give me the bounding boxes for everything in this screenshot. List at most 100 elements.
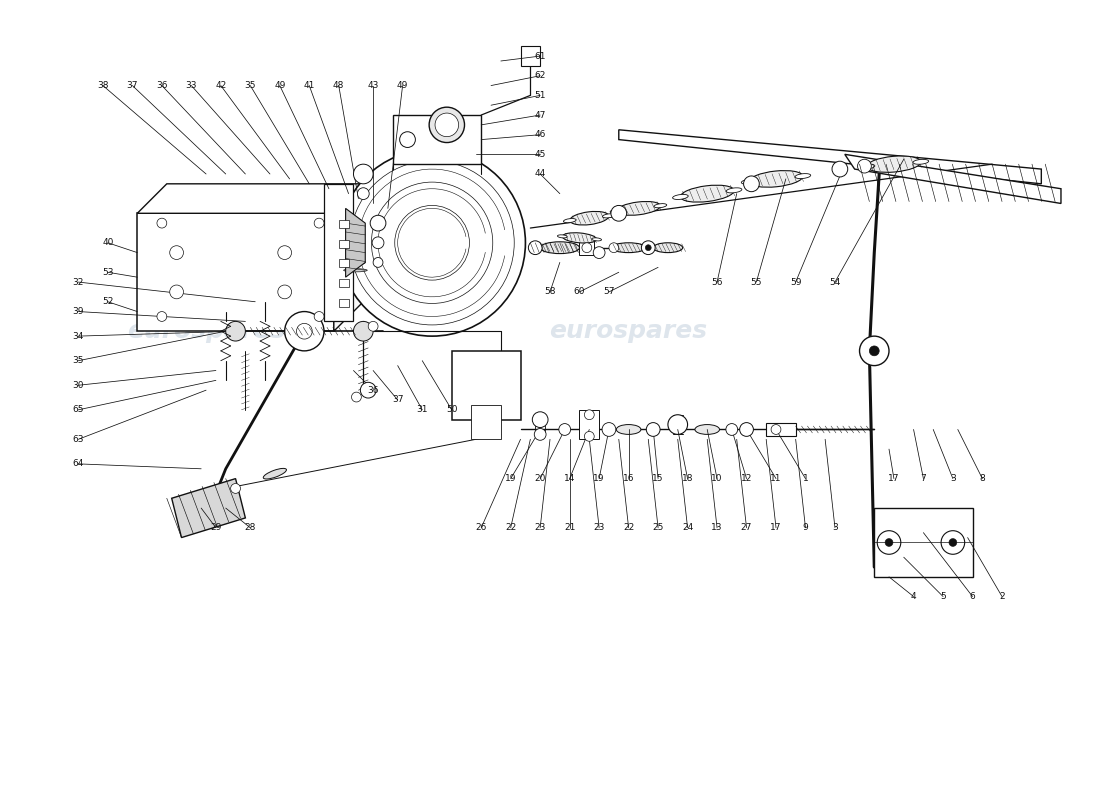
Text: 27: 27 <box>740 523 752 532</box>
Ellipse shape <box>345 260 365 265</box>
Bar <box>393 115 481 164</box>
Circle shape <box>278 246 292 259</box>
Text: eurospares: eurospares <box>126 319 285 343</box>
Polygon shape <box>333 184 363 331</box>
Text: 60: 60 <box>574 287 585 297</box>
Text: 23: 23 <box>593 523 605 532</box>
Circle shape <box>429 107 464 142</box>
Text: 8: 8 <box>979 474 986 483</box>
Text: 42: 42 <box>216 81 227 90</box>
Ellipse shape <box>349 242 362 252</box>
Circle shape <box>771 425 781 434</box>
Text: 57: 57 <box>603 287 615 297</box>
Bar <box>580 241 594 254</box>
Bar <box>452 351 520 420</box>
Text: 13: 13 <box>712 523 723 532</box>
Ellipse shape <box>540 242 580 254</box>
Ellipse shape <box>695 425 719 434</box>
Text: 37: 37 <box>392 395 404 405</box>
Text: 15: 15 <box>652 474 663 483</box>
Circle shape <box>339 150 526 336</box>
Circle shape <box>353 164 373 184</box>
Bar <box>339 220 349 228</box>
Circle shape <box>226 322 245 341</box>
Polygon shape <box>138 184 363 214</box>
Text: 28: 28 <box>244 523 256 532</box>
Ellipse shape <box>795 174 811 178</box>
Text: 30: 30 <box>73 381 84 390</box>
Circle shape <box>434 113 459 137</box>
Circle shape <box>157 311 167 322</box>
Circle shape <box>157 218 167 228</box>
Ellipse shape <box>726 188 741 193</box>
Ellipse shape <box>749 170 803 187</box>
Bar <box>138 214 333 331</box>
Circle shape <box>949 538 957 546</box>
Text: 47: 47 <box>535 110 546 119</box>
Ellipse shape <box>562 233 596 243</box>
Text: 14: 14 <box>564 474 575 483</box>
Circle shape <box>584 410 594 420</box>
Text: 22: 22 <box>505 523 516 532</box>
Ellipse shape <box>859 164 874 169</box>
Text: 4: 4 <box>911 592 916 601</box>
Circle shape <box>373 258 383 267</box>
Text: 29: 29 <box>210 523 221 532</box>
Text: 16: 16 <box>623 474 635 483</box>
Circle shape <box>371 215 386 231</box>
Ellipse shape <box>610 209 623 213</box>
Text: 36: 36 <box>367 386 378 394</box>
Bar <box>324 184 353 322</box>
Text: 44: 44 <box>535 170 546 178</box>
Circle shape <box>315 218 324 228</box>
Circle shape <box>739 422 754 436</box>
Polygon shape <box>619 130 1042 184</box>
Text: 65: 65 <box>73 406 84 414</box>
Ellipse shape <box>654 204 667 208</box>
Bar <box>472 405 500 439</box>
Circle shape <box>361 382 376 398</box>
Text: 59: 59 <box>790 278 802 286</box>
Text: 17: 17 <box>770 523 782 532</box>
Circle shape <box>593 246 605 258</box>
Bar <box>339 279 349 287</box>
Circle shape <box>609 242 619 253</box>
Text: 22: 22 <box>623 523 635 532</box>
Text: 7: 7 <box>921 474 926 483</box>
Text: 35: 35 <box>244 81 256 90</box>
Ellipse shape <box>672 194 689 199</box>
Circle shape <box>372 237 384 249</box>
Ellipse shape <box>263 468 286 479</box>
Circle shape <box>528 241 542 254</box>
Polygon shape <box>172 478 245 538</box>
Text: 32: 32 <box>73 278 84 286</box>
Text: 24: 24 <box>682 523 693 532</box>
Ellipse shape <box>741 179 757 184</box>
Circle shape <box>602 422 616 436</box>
Text: 3: 3 <box>832 523 838 532</box>
Bar <box>339 259 349 267</box>
Text: 21: 21 <box>564 523 575 532</box>
Text: 1: 1 <box>803 474 808 483</box>
Text: 31: 31 <box>417 406 428 414</box>
Text: 9: 9 <box>803 523 808 532</box>
Ellipse shape <box>913 159 928 164</box>
Text: 41: 41 <box>304 81 315 90</box>
Circle shape <box>668 414 688 434</box>
Text: 34: 34 <box>73 332 84 341</box>
Text: 5: 5 <box>940 592 946 601</box>
Circle shape <box>886 538 893 546</box>
Polygon shape <box>845 154 1062 203</box>
Circle shape <box>399 132 416 147</box>
Circle shape <box>278 285 292 298</box>
Text: 43: 43 <box>367 81 378 90</box>
Circle shape <box>744 176 759 192</box>
Circle shape <box>877 530 901 554</box>
Ellipse shape <box>558 235 568 238</box>
Circle shape <box>169 285 184 298</box>
Ellipse shape <box>603 214 615 218</box>
Circle shape <box>641 241 656 254</box>
Text: eurospares: eurospares <box>550 319 707 343</box>
Text: 64: 64 <box>73 459 84 468</box>
Text: 45: 45 <box>535 150 546 159</box>
